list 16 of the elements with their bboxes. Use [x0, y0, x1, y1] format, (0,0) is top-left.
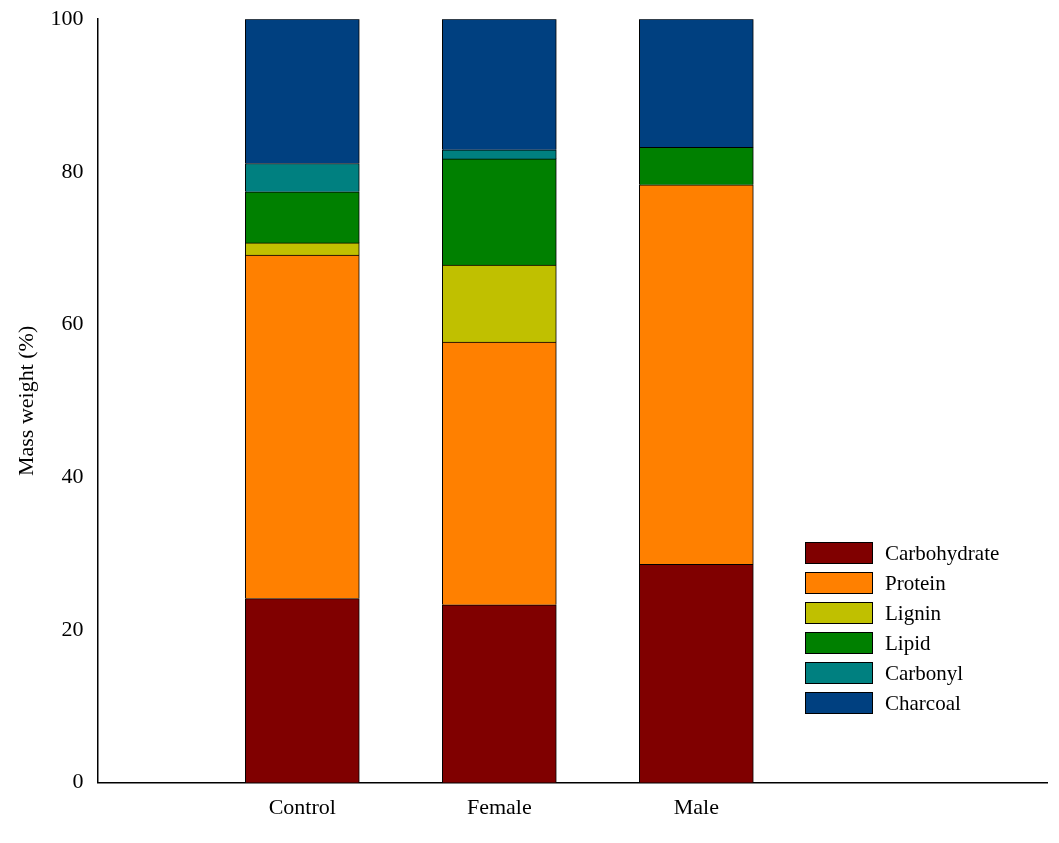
y-tick-label: 40 [61, 463, 84, 489]
x-tick-label: Control [268, 793, 336, 819]
legend-label: Protein [885, 570, 946, 597]
x-tick-label: Female [466, 793, 532, 819]
y-tick-label: 20 [61, 615, 84, 641]
x-tick-label: Male [673, 793, 719, 819]
legend-label: Lignin [885, 600, 941, 627]
legend-label: Carbohydrate [885, 540, 1000, 567]
y-tick-label: 60 [61, 310, 84, 336]
y-tick-label: 80 [61, 157, 84, 183]
y-tick-label: 100 [50, 4, 84, 30]
y-axis-title: Mass weight (%) [12, 325, 38, 477]
legend-label: Charcoal [885, 690, 961, 717]
legend-label: Carbonyl [885, 660, 964, 687]
legend-label: Lipid [885, 630, 931, 657]
y-tick-label: 0 [72, 768, 84, 794]
